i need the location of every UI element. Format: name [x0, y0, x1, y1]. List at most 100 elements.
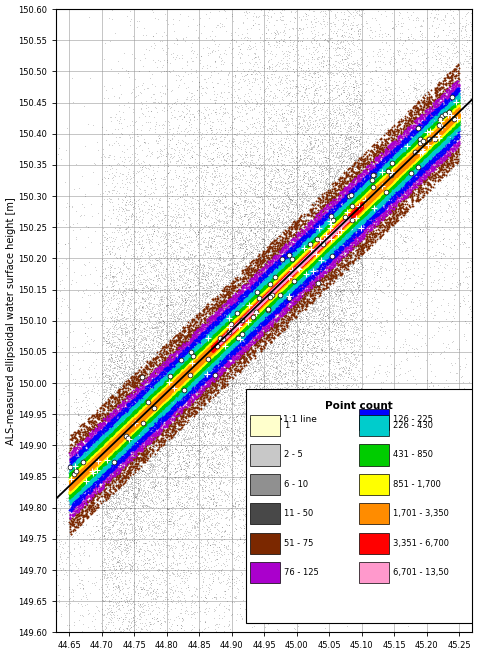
Point	[221, 333, 229, 343]
Point	[195, 379, 203, 389]
Point	[270, 155, 277, 166]
Point	[348, 208, 355, 218]
Point	[118, 445, 126, 455]
Point	[340, 215, 348, 226]
Point	[140, 403, 148, 413]
Point	[250, 289, 258, 299]
Point	[269, 296, 277, 306]
Point	[209, 311, 217, 321]
Point	[240, 306, 248, 316]
Point	[131, 429, 139, 440]
Point	[311, 245, 318, 255]
Point	[335, 222, 343, 233]
Point	[330, 18, 338, 29]
Point	[232, 277, 239, 287]
Point	[303, 253, 310, 263]
Point	[290, 163, 298, 174]
Point	[191, 357, 198, 367]
Point	[273, 306, 281, 316]
Point	[238, 315, 245, 325]
Point	[244, 308, 251, 318]
Point	[340, 224, 348, 234]
Point	[232, 209, 239, 220]
Point	[159, 403, 166, 414]
Point	[204, 350, 211, 360]
Point	[226, 327, 234, 337]
Point	[226, 326, 234, 337]
Point	[243, 310, 251, 321]
Point	[229, 322, 237, 333]
Point	[345, 210, 352, 220]
Point	[241, 314, 249, 324]
Point	[270, 285, 278, 295]
Point	[357, 202, 364, 213]
Point	[270, 239, 278, 250]
Point	[229, 291, 237, 301]
Point	[380, 167, 387, 178]
Point	[323, 234, 330, 245]
Point	[347, 212, 355, 222]
Point	[304, 253, 312, 263]
Point	[117, 342, 124, 353]
Point	[214, 346, 221, 357]
Point	[245, 313, 253, 323]
Point	[322, 236, 329, 247]
Point	[445, 125, 453, 135]
Point	[140, 389, 147, 400]
Point	[180, 483, 187, 494]
Point	[343, 224, 350, 234]
Point	[304, 234, 311, 245]
Point	[248, 308, 255, 318]
Point	[261, 289, 269, 299]
Point	[300, 258, 308, 269]
Point	[423, 141, 430, 152]
Point	[107, 443, 115, 454]
Point	[211, 341, 219, 352]
Point	[273, 264, 281, 275]
Point	[279, 273, 287, 283]
Point	[365, 193, 372, 203]
Point	[247, 307, 255, 318]
Point	[376, 190, 384, 201]
Point	[142, 411, 150, 422]
Point	[321, 242, 329, 253]
Point	[101, 569, 109, 580]
Point	[226, 320, 233, 331]
Point	[383, 181, 391, 192]
Point	[116, 384, 123, 394]
Point	[285, 270, 293, 280]
Point	[143, 388, 151, 398]
Point	[251, 302, 259, 313]
Point	[134, 285, 141, 296]
Point	[164, 380, 172, 390]
Point	[114, 413, 122, 424]
Point	[101, 592, 109, 602]
Point	[69, 475, 77, 485]
Point	[240, 274, 248, 285]
Point	[212, 340, 219, 351]
Point	[267, 287, 274, 298]
Point	[301, 256, 309, 266]
Point	[345, 207, 353, 217]
Point	[85, 464, 92, 475]
Point	[260, 291, 267, 302]
Point	[308, 245, 316, 256]
Point	[224, 335, 232, 346]
Point	[280, 280, 287, 291]
Point	[296, 242, 304, 253]
Point	[335, 220, 343, 231]
Point	[301, 248, 309, 258]
Point	[120, 482, 128, 493]
Point	[274, 275, 282, 285]
Point	[166, 327, 174, 337]
Point	[120, 420, 128, 430]
Point	[100, 486, 108, 497]
Point	[205, 261, 213, 272]
Point	[250, 310, 257, 320]
Point	[152, 422, 159, 433]
Point	[295, 256, 303, 266]
Point	[275, 258, 282, 269]
Point	[281, 267, 288, 277]
Point	[138, 407, 146, 418]
Point	[77, 461, 85, 472]
